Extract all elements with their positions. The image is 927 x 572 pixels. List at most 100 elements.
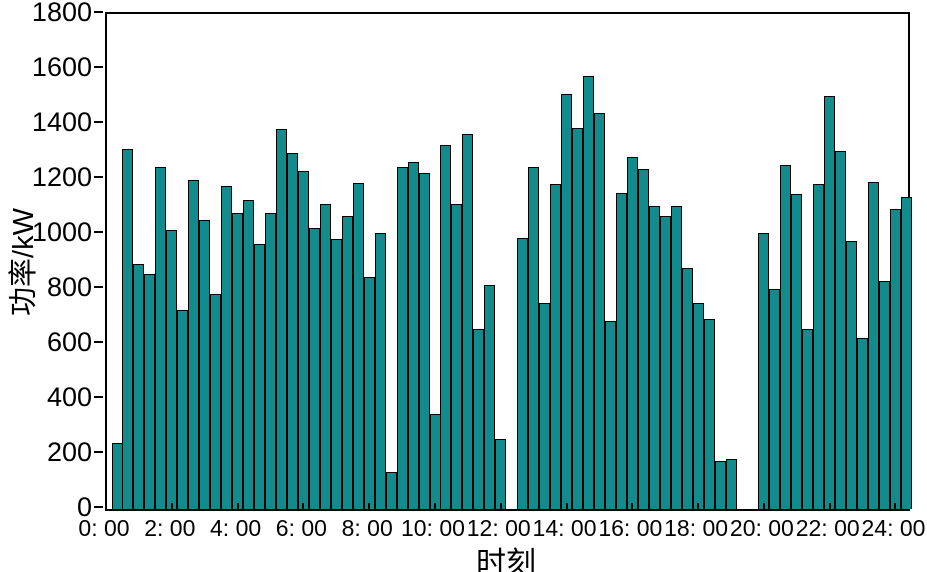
bar [254, 244, 265, 509]
bar [758, 233, 770, 509]
x-axis-tick [828, 503, 831, 509]
x-axis-tick-label: 0: 00 [78, 515, 130, 541]
y-axis-tick-label: 0 [76, 492, 92, 522]
x-axis-tick-label: 24: 00 [861, 515, 926, 541]
x-axis-tick [499, 503, 502, 509]
bar [703, 319, 715, 509]
bar [275, 129, 287, 509]
bar [407, 162, 419, 509]
bar [451, 204, 463, 509]
x-axis-tick-label: 16: 00 [598, 515, 663, 541]
x-axis-tick-label: 14: 00 [532, 515, 597, 541]
x-axis-tick-label: 22: 00 [795, 515, 860, 541]
bar [692, 303, 704, 509]
bar [495, 439, 507, 509]
bar [440, 145, 452, 509]
x-axis-tick [368, 503, 371, 509]
y-axis-tick-label: 1200 [31, 162, 92, 192]
bar [846, 241, 858, 509]
bar [473, 329, 485, 509]
bar [780, 165, 792, 509]
bar [835, 151, 847, 509]
bar [901, 197, 912, 509]
x-axis-tick [697, 503, 700, 509]
x-axis-title: 时刻 [476, 547, 536, 572]
x-axis-tick-label: 6: 00 [275, 515, 327, 541]
x-axis-tick [762, 503, 765, 509]
bar [429, 414, 441, 509]
y-axis-tick [94, 66, 103, 68]
bar [286, 153, 298, 509]
bar [572, 128, 583, 509]
x-axis-tick-label: 8: 00 [341, 515, 393, 541]
bar [221, 186, 233, 509]
x-axis-tick [433, 503, 436, 509]
x-axis-tick-label: 18: 00 [664, 515, 729, 541]
bar [330, 239, 342, 509]
y-axis-tick [94, 451, 103, 453]
bar [374, 233, 386, 509]
bar [418, 173, 430, 509]
y-axis-tick [94, 286, 103, 288]
bar [813, 184, 825, 509]
x-axis-tick [894, 503, 897, 509]
bar [308, 228, 320, 509]
bar [857, 338, 869, 509]
bar [166, 230, 178, 509]
x-axis-tick-label: 4: 00 [210, 515, 262, 541]
x-axis-tick [631, 503, 634, 509]
bar [626, 157, 638, 509]
bar [385, 472, 397, 509]
bar [824, 96, 836, 509]
bar [517, 238, 529, 509]
bar [868, 182, 880, 509]
y-axis-tick-label: 400 [46, 382, 92, 412]
y-axis-tick [94, 121, 103, 123]
bar [396, 167, 408, 509]
y-axis-tick [94, 341, 103, 343]
bar [243, 200, 254, 509]
bar [583, 76, 594, 509]
bar [670, 206, 682, 509]
x-axis-tick [236, 503, 239, 509]
bar [133, 264, 145, 509]
bar [122, 149, 134, 509]
bar [659, 216, 671, 509]
bar [681, 268, 693, 509]
bar [111, 443, 123, 509]
x-axis-tick-label: 2: 00 [144, 515, 196, 541]
y-axis-tick-label: 1600 [31, 52, 92, 82]
y-axis-tick-label: 1000 [31, 217, 92, 247]
bar [297, 171, 309, 509]
bar [791, 194, 803, 509]
bar [648, 206, 660, 509]
bar [714, 461, 726, 509]
bar [341, 216, 353, 509]
y-axis-tick [94, 396, 103, 398]
bar [802, 329, 814, 509]
bar [769, 289, 781, 509]
y-axis-tick [94, 231, 103, 233]
x-axis-tick [302, 503, 305, 509]
bar [319, 204, 331, 509]
bar [144, 274, 156, 509]
bar [462, 134, 474, 509]
bar [232, 213, 244, 509]
x-axis-tick-label: 12: 00 [466, 515, 531, 541]
plot-area [105, 12, 912, 511]
x-axis-tick-label: 10: 00 [400, 515, 465, 541]
bar [604, 321, 616, 509]
bar [879, 281, 890, 509]
bar [637, 169, 649, 509]
bar [539, 303, 551, 509]
y-axis-tick [94, 11, 103, 13]
bar [593, 113, 605, 509]
y-axis-tick-label: 800 [46, 272, 92, 302]
bar [210, 294, 222, 509]
x-axis-tick-label: 20: 00 [729, 515, 794, 541]
bar [188, 180, 200, 509]
bar [550, 184, 562, 509]
bar [484, 285, 496, 509]
bar [363, 277, 375, 509]
